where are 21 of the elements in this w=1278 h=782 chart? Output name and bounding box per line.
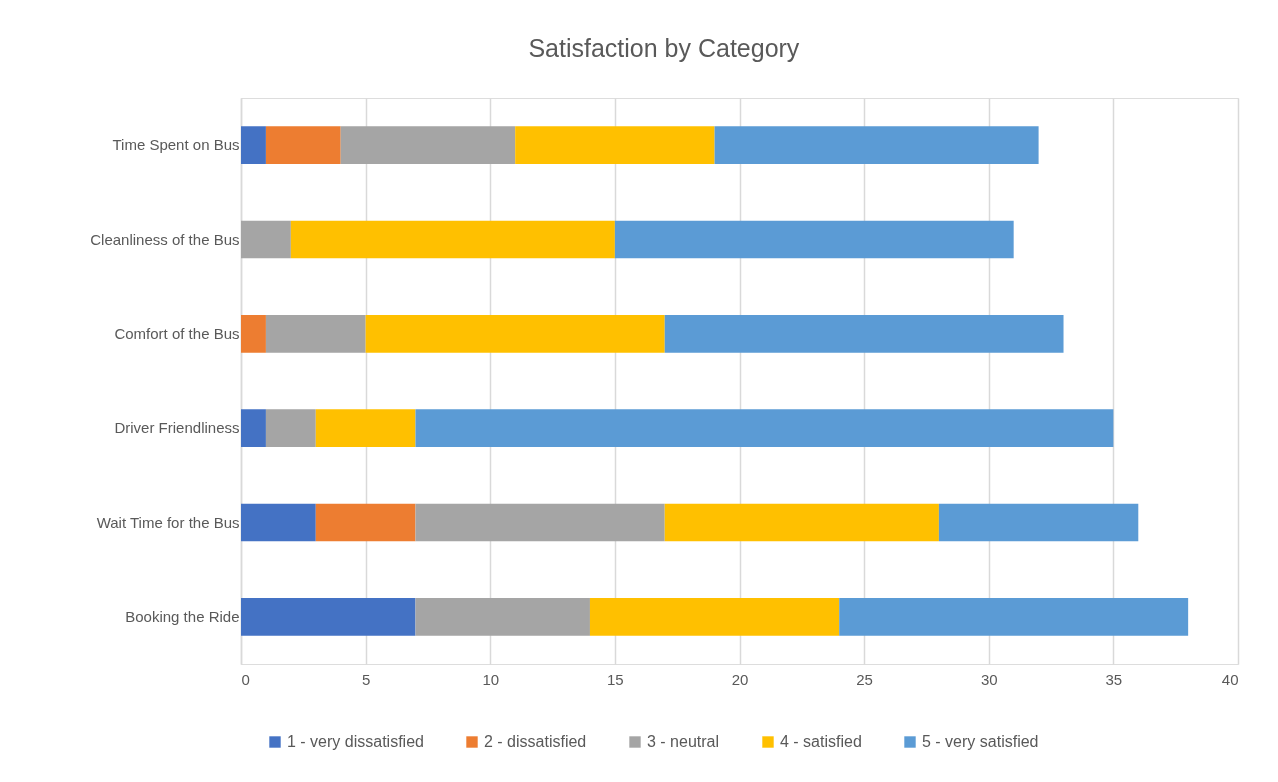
x-tick-label: 20 [731,670,749,688]
legend-label: 2 - dissatisfied [484,733,587,750]
x-tick-label: 25 [856,670,873,688]
y-tick-label: Booking the Ride [125,607,240,625]
y-tick-label: Driver Friendliness [114,419,240,437]
x-tick-label: 35 [1105,670,1123,688]
legend-label: 1 - very dissatisfied [287,733,424,750]
x-tick-label: 10 [482,670,500,688]
x-tick-label: 0 [241,670,250,688]
x-tick-label: 40 [1221,670,1239,688]
legend-label: 4 - satisfied [780,733,862,750]
x-tick-label: 30 [980,670,998,688]
legend-label: 5 - very satisfied [922,733,1039,750]
y-tick-label: Comfort of the Bus [114,324,240,342]
legend-label: 3 - neutral [647,733,720,750]
x-tick-label: 15 [607,670,624,688]
x-tick-label: 5 [361,670,371,688]
y-tick-label: Cleanliness of the Bus [90,230,240,248]
chart-title: Satisfaction by Category [528,34,800,62]
y-tick-label: Time Spent on Bus [112,136,240,154]
y-tick-label: Wait Time for the Bus [96,513,240,531]
